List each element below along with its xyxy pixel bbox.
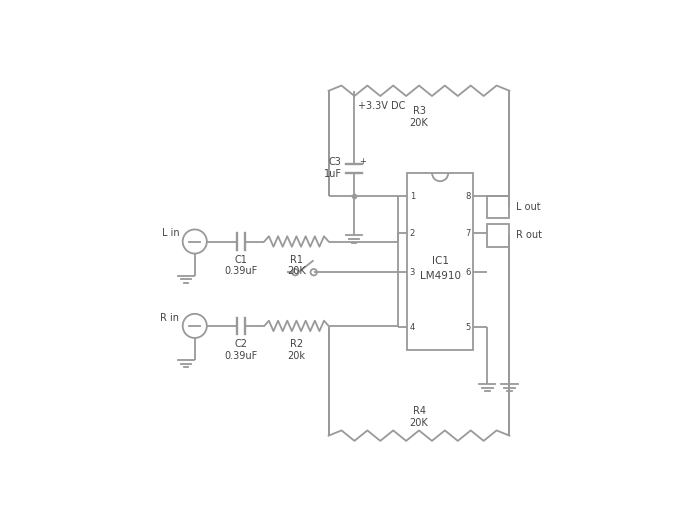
Text: 8: 8 [465,192,470,200]
Text: L out: L out [515,203,540,212]
Text: 3: 3 [410,268,415,277]
Text: R out: R out [515,231,542,241]
Text: R4
20K: R4 20K [410,406,428,428]
Text: 4: 4 [410,323,415,331]
Text: IC1
LM4910: IC1 LM4910 [419,256,461,281]
FancyBboxPatch shape [487,224,510,246]
Text: C1
0.39uF: C1 0.39uF [225,255,258,276]
Text: R1
20K: R1 20K [287,255,306,276]
FancyBboxPatch shape [487,196,510,218]
Text: 6: 6 [465,268,470,277]
Text: R2
20k: R2 20k [288,339,305,361]
Text: 7: 7 [465,229,470,238]
FancyBboxPatch shape [407,173,473,350]
Text: R3
20K: R3 20K [410,106,428,128]
Text: +3.3V DC: +3.3V DC [358,101,405,111]
Text: C3
1uF: C3 1uF [324,157,342,179]
Text: 2: 2 [410,229,415,238]
Text: 1: 1 [410,192,415,200]
Text: 5: 5 [466,323,470,331]
Text: R in: R in [160,313,179,323]
Text: C2
0.39uF: C2 0.39uF [225,339,258,361]
Text: +: + [359,157,366,166]
Text: L in: L in [162,228,179,238]
